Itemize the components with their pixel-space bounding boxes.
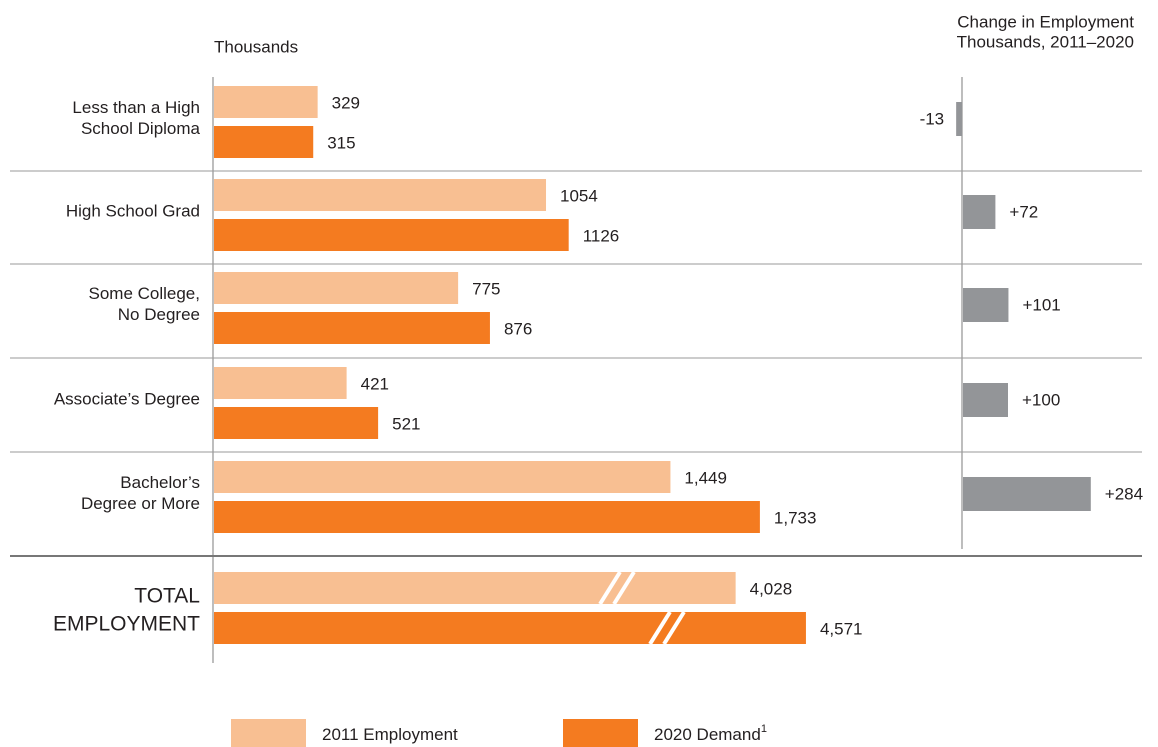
- bar-2011-1: [214, 86, 318, 118]
- bar-2011-4: [214, 367, 347, 399]
- legend-label-2: 2020 Demand1: [654, 723, 767, 745]
- axis-break-2011: [598, 570, 636, 606]
- axis-break-stroke-b: [612, 570, 636, 606]
- value-label-2020-2: 1126: [583, 226, 620, 245]
- total-label-line-2: EMPLOYMENT: [53, 613, 200, 636]
- bar-2011-5: [214, 461, 671, 493]
- value-label-2020-1: 315: [327, 133, 355, 152]
- total-bar-2020: [214, 612, 806, 644]
- category-label-1-line-2: School Diploma: [81, 119, 201, 138]
- change-bar-3: [963, 288, 1009, 322]
- value-label-2020-5: 1,733: [774, 508, 817, 527]
- axis-break-stroke-b: [662, 610, 686, 646]
- category-label-3-line-2: No Degree: [118, 305, 200, 324]
- bar-2011-2: [214, 179, 547, 211]
- change-bar-1: [956, 102, 962, 136]
- bar-2020-4: [214, 407, 379, 439]
- value-label-2020-3: 876: [504, 319, 532, 338]
- bar-2011-3: [214, 272, 459, 304]
- total-value-label-2020: 4,571: [820, 619, 863, 638]
- legend: 2011 Employment 2020 Demand1: [231, 719, 767, 747]
- change-label-2: +72: [1009, 202, 1038, 221]
- value-label-2011-3: 775: [472, 279, 500, 298]
- axis-break-2020: [648, 610, 686, 646]
- bars: [214, 86, 1091, 646]
- bar-2020-3: [214, 312, 490, 344]
- legend-swatch-2: [563, 719, 638, 747]
- labels: Thousands Change in EmploymentThousands, …: [53, 12, 1143, 638]
- category-label-2-line-1: High School Grad: [66, 201, 200, 220]
- change-label-3: +101: [1022, 295, 1060, 314]
- change-bar-5: [963, 477, 1091, 511]
- change-label-5: +284: [1105, 484, 1143, 503]
- value-label-2020-4: 521: [392, 414, 420, 433]
- grid-lines: [10, 77, 1142, 663]
- category-label-5-line-1: Bachelor’s: [120, 473, 200, 492]
- bar-2020-1: [214, 126, 314, 158]
- axis-break-stroke-a: [598, 570, 622, 606]
- value-label-2011-1: 329: [332, 93, 360, 112]
- change-label-1: -13: [920, 109, 945, 128]
- bar-2020-2: [214, 219, 569, 251]
- category-label-1-line-1: Less than a High: [72, 98, 200, 117]
- axis-break-stroke-a: [648, 610, 672, 646]
- value-label-2011-5: 1,449: [684, 468, 727, 487]
- change-title-line-1: Change in Employment: [957, 12, 1134, 31]
- change-title-line-2: Thousands, 2011–2020: [957, 32, 1134, 51]
- change-bar-2: [963, 195, 996, 229]
- bar-2020-5: [214, 501, 760, 533]
- category-label-5-line-2: Degree or More: [81, 494, 200, 513]
- value-label-2011-4: 421: [361, 374, 389, 393]
- legend-swatch-1: [231, 719, 306, 747]
- total-value-label-2011: 4,028: [750, 579, 793, 598]
- category-label-4-line-1: Associate’s Degree: [54, 389, 200, 408]
- value-label-2011-2: 1054: [560, 186, 598, 205]
- change-label-4: +100: [1022, 390, 1060, 409]
- total-label-line-1: TOTAL: [134, 585, 200, 608]
- legend-label-1: 2011 Employment: [322, 725, 458, 744]
- change-bar-4: [963, 383, 1008, 417]
- category-label-3-line-1: Some College,: [88, 284, 200, 303]
- x-axis-label: Thousands: [214, 37, 298, 56]
- total-bar-2011: [214, 572, 736, 604]
